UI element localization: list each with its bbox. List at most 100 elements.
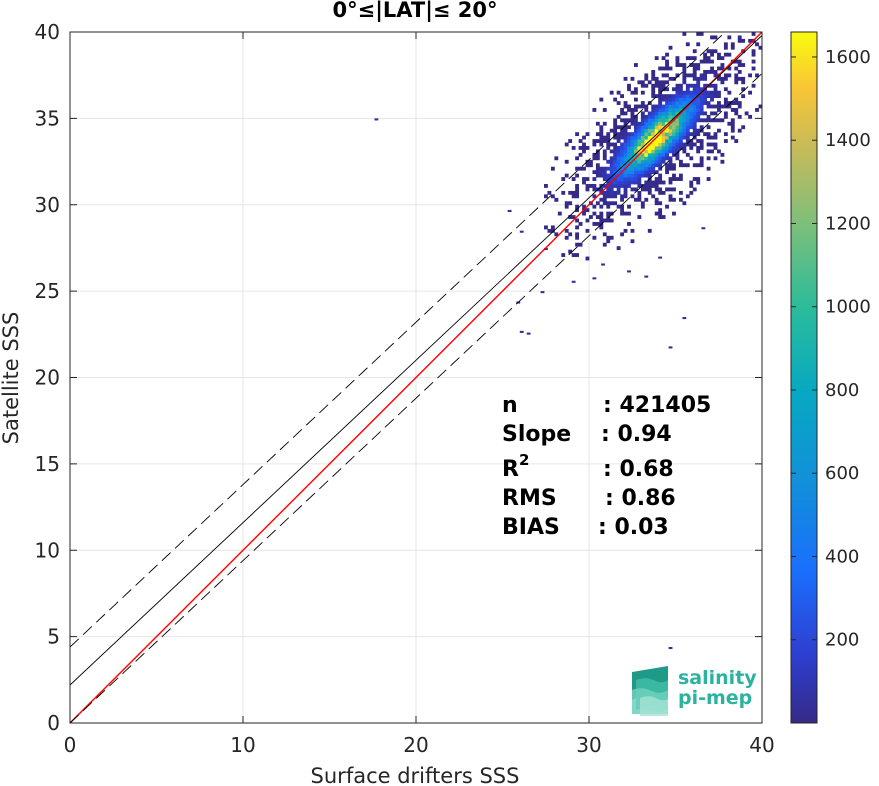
density-cell (682, 90, 687, 95)
density-cell (672, 94, 676, 99)
density-cell (665, 128, 669, 133)
density-cell (675, 156, 680, 161)
density-cell (651, 194, 656, 199)
density-cell (571, 253, 576, 257)
density-cell (713, 142, 718, 147)
density-cell (633, 177, 638, 181)
density-cell (734, 76, 739, 81)
density-cell (741, 38, 746, 43)
density-cell (613, 163, 618, 168)
density-cell (602, 149, 607, 154)
density-cell (675, 94, 680, 99)
density-cell (685, 42, 690, 47)
density-cell (613, 142, 618, 147)
density-cell (630, 156, 635, 161)
density-cell (672, 108, 676, 112)
density-cell (595, 156, 600, 161)
density-cell (627, 104, 631, 109)
density-cell (710, 83, 714, 88)
identity-line (70, 32, 762, 723)
density-cell (675, 118, 680, 123)
density-cell (644, 156, 649, 161)
density-cell (609, 142, 614, 147)
density-cell (689, 108, 694, 112)
density-cell (644, 104, 649, 109)
density-cell (627, 211, 631, 216)
density-cell (682, 104, 687, 109)
density-cell (647, 128, 652, 133)
density-cell (737, 70, 742, 74)
density-cell (599, 225, 604, 230)
density-cell (723, 132, 728, 137)
density-cell (692, 101, 697, 105)
density-cell (658, 104, 663, 109)
y-tick-label: 30 (35, 193, 60, 217)
density-cell (582, 180, 586, 185)
density-cell (706, 59, 711, 64)
density-cell (568, 249, 573, 254)
density-cell (627, 135, 631, 140)
density-cell (640, 187, 645, 192)
density-cell (651, 104, 656, 109)
density-cell (630, 118, 635, 123)
density-cell (672, 197, 676, 202)
density-cell (717, 66, 721, 71)
density-cell (689, 190, 694, 195)
density-cell (620, 128, 624, 133)
density-cell (654, 118, 659, 123)
density-cell (571, 146, 576, 150)
density-cell (661, 104, 666, 109)
density-cell (699, 146, 704, 150)
density-cell (613, 170, 618, 175)
density-cell (620, 118, 624, 123)
density-cell (685, 118, 690, 123)
density-cell (678, 142, 683, 147)
density-cell (609, 177, 614, 181)
density-cell (748, 38, 753, 43)
density-cell (651, 180, 656, 185)
density-cell (696, 149, 701, 154)
density-outlier (540, 291, 545, 294)
density-cell (654, 159, 659, 164)
density-cell (658, 152, 663, 157)
density-cell (654, 56, 659, 61)
density-cell (550, 228, 555, 233)
density-cell (672, 97, 676, 102)
density-cell (675, 139, 680, 143)
density-cell (613, 184, 618, 188)
density-cell (706, 132, 711, 137)
density-cell (658, 211, 663, 216)
y-tick-label: 40 (35, 20, 60, 44)
density-cell (633, 121, 638, 126)
density-cell (616, 146, 621, 150)
density-cell (665, 170, 669, 175)
density-cell (741, 63, 746, 67)
density-cell (599, 125, 604, 130)
density-cell (654, 83, 659, 88)
density-cell (627, 166, 631, 171)
density-cell (620, 132, 624, 137)
density-cell (737, 38, 742, 43)
density-cell (589, 163, 593, 168)
density-cell (623, 104, 628, 109)
density-cell (685, 139, 690, 143)
density-cell (640, 163, 645, 168)
density-cell (658, 159, 663, 164)
density-cell (692, 128, 697, 133)
density-cell (668, 128, 673, 133)
density-cell (644, 166, 649, 171)
density-cell (644, 73, 649, 78)
density-cell (623, 152, 628, 157)
density-cell (644, 152, 649, 157)
density-cell (706, 56, 711, 61)
density-cell (665, 149, 669, 154)
density-cell (678, 87, 683, 92)
density-cell (633, 63, 638, 67)
density-cell (630, 173, 635, 178)
density-cell (564, 235, 569, 240)
density-cell (689, 142, 694, 147)
density-cell (637, 184, 642, 188)
colorbar-ticks: 200 400 600 800 1000 1200 1400 1600 (791, 47, 871, 651)
density-cell (599, 139, 604, 143)
density-cell (672, 76, 676, 81)
